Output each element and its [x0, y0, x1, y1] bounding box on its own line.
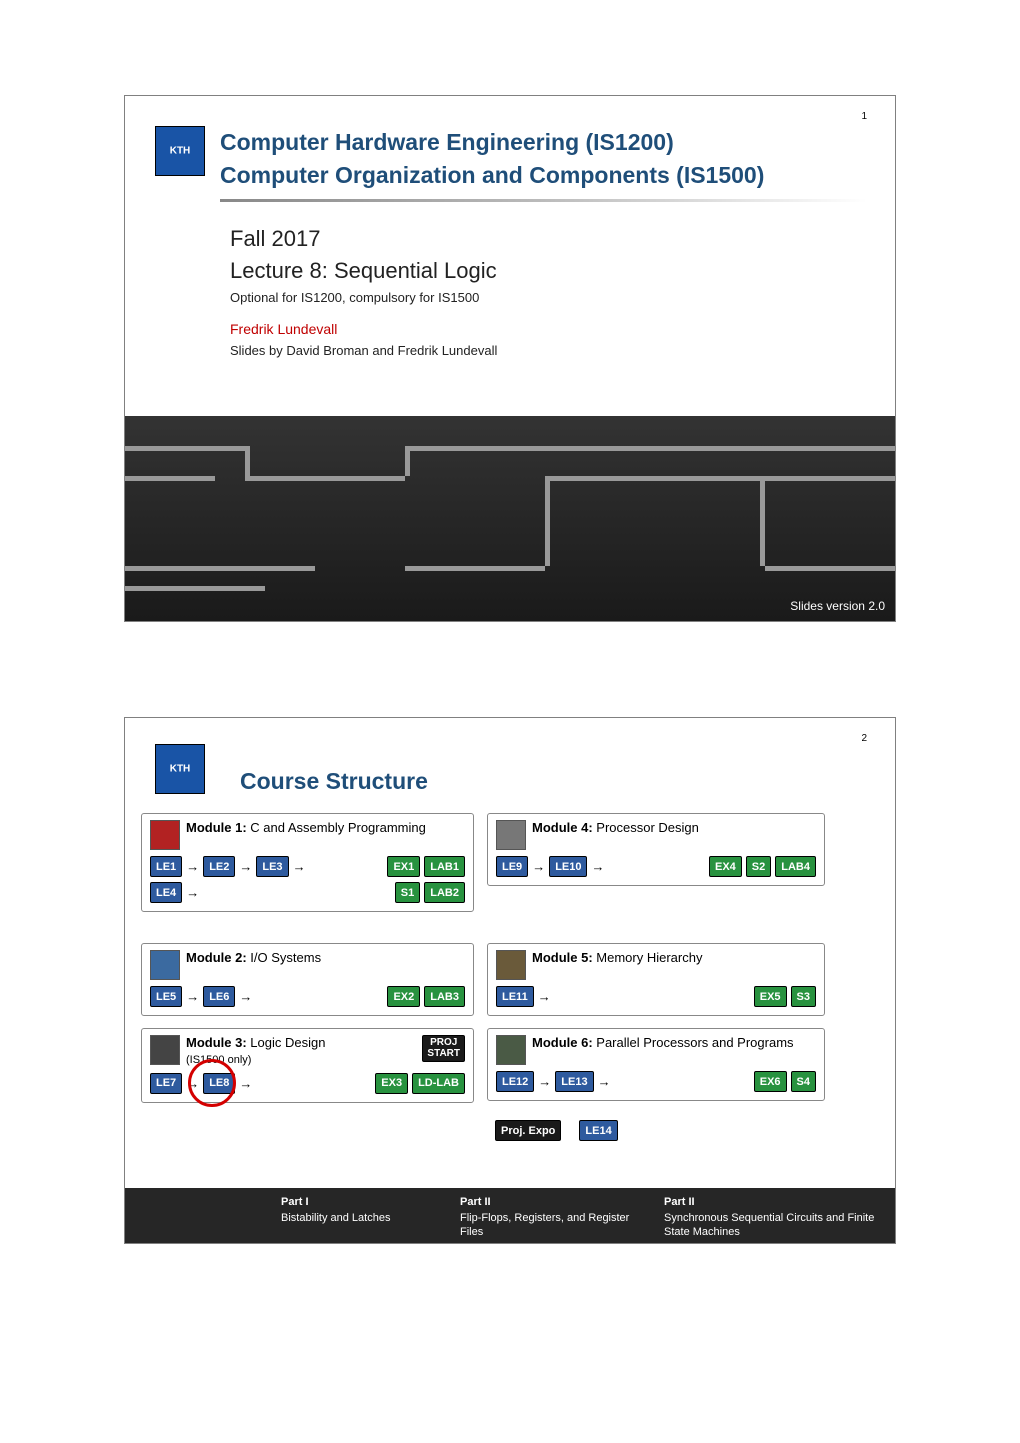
chip-graphic: Slides version 2.0	[125, 416, 895, 621]
module-2-label: Module 2: I/O Systems	[186, 950, 321, 966]
chip-s4: S4	[791, 1071, 816, 1092]
module-6-label: Module 6: Parallel Processors and Progra…	[532, 1035, 794, 1051]
arrow-icon: →	[186, 990, 199, 1003]
module-4-box: Module 4: Processor Design LE9 → LE10 → EX…	[487, 813, 825, 886]
chip-s1: S1	[395, 882, 420, 903]
footer-part-1: Part I Bistability and Latches	[269, 1188, 448, 1243]
chip-ex2: EX2	[387, 986, 420, 1007]
chip-s3: S3	[791, 986, 816, 1007]
module-4-icon	[496, 820, 526, 850]
module-1-label: Module 1: C and Assembly Programming	[186, 820, 426, 836]
module-3-label: Module 3: Logic Design (IS1500 only)	[186, 1035, 325, 1067]
arrow-icon: →	[538, 990, 551, 1003]
module-5-icon	[496, 950, 526, 980]
module-3-box: Module 3: Logic Design (IS1500 only) PRO…	[141, 1028, 474, 1103]
chip-le11: LE11	[496, 986, 534, 1007]
course-title-1: Computer Hardware Engineering (IS1200)	[220, 126, 867, 159]
kth-logo	[155, 744, 205, 794]
kth-logo	[155, 126, 205, 176]
arrow-icon: →	[532, 860, 545, 873]
arrow-icon: →	[239, 990, 252, 1003]
course-title-2: Computer Organization and Components (IS…	[220, 159, 867, 192]
author-name: Fredrik Lundevall	[230, 321, 497, 337]
module-6-box: Module 6: Parallel Processors and Progra…	[487, 1028, 825, 1101]
arrow-icon: →	[239, 860, 252, 873]
module-6-icon	[496, 1035, 526, 1065]
chip-le4: LE4	[150, 882, 182, 903]
arrow-icon: →	[598, 1075, 611, 1088]
arrow-icon: →	[538, 1075, 551, 1088]
chip-s2: S2	[746, 856, 771, 877]
chip-le7: LE7	[150, 1073, 182, 1094]
header-underline	[220, 199, 867, 202]
chip-lab4: LAB4	[775, 856, 816, 877]
chip-lab1: LAB1	[424, 856, 465, 877]
chip-lab2: LAB2	[424, 882, 465, 903]
arrow-icon: →	[186, 1077, 199, 1090]
page-number: 2	[861, 733, 867, 744]
chip-proj-start: PROJSTART	[422, 1035, 465, 1062]
chip-ex3: EX3	[375, 1073, 408, 1094]
chip-ex4: EX4	[709, 856, 742, 877]
module-2-icon	[150, 950, 180, 980]
module-4-label: Module 4: Processor Design	[532, 820, 699, 836]
chip-ex6: EX6	[754, 1071, 787, 1092]
module-5-label: Module 5: Memory Hierarchy	[532, 950, 702, 966]
module-5-box: Module 5: Memory Hierarchy LE11 → EX5 S3	[487, 943, 825, 1016]
arrow-icon: →	[186, 886, 199, 899]
module-3-icon	[150, 1035, 180, 1065]
module-1-box: Module 1: C and Assembly Programming LE1…	[141, 813, 474, 912]
chip-le1: LE1	[150, 856, 182, 877]
page-number: 1	[861, 111, 867, 122]
module-2-box: Module 2: I/O Systems LE5 → LE6 → EX2 LAB3	[141, 943, 474, 1016]
module-1-icon	[150, 820, 180, 850]
chip-ex1: EX1	[387, 856, 420, 877]
chip-le8: LE8	[203, 1073, 235, 1094]
slide1-header: Computer Hardware Engineering (IS1200) C…	[220, 126, 867, 202]
arrow-icon: →	[186, 860, 199, 873]
slide2-title: Course Structure	[240, 768, 428, 795]
slide-credits: Slides by David Broman and Fredrik Lunde…	[230, 343, 497, 358]
arrow-icon: →	[239, 1077, 252, 1090]
lecture-title: Lecture 8: Sequential Logic	[230, 258, 497, 284]
project-row: Proj. Expo LE14	[495, 1120, 618, 1141]
chip-le3: LE3	[256, 856, 288, 877]
footer-bar: Part I Bistability and Latches Part II F…	[125, 1188, 895, 1243]
term-label: Fall 2017	[230, 226, 497, 252]
chip-le5: LE5	[150, 986, 182, 1007]
chip-le6: LE6	[203, 986, 235, 1007]
arrow-icon: →	[591, 860, 604, 873]
chip-le2: LE2	[203, 856, 235, 877]
chip-le10: LE10	[549, 856, 587, 877]
chip-ldlab: LD-LAB	[412, 1073, 465, 1094]
chip-ex5: EX5	[754, 986, 787, 1007]
chip-le9: LE9	[496, 856, 528, 877]
chip-le14: LE14	[579, 1120, 617, 1141]
lecture-note: Optional for IS1200, compulsory for IS15…	[230, 290, 497, 305]
version-label: Slides version 2.0	[790, 599, 885, 613]
slide-1: 1 Computer Hardware Engineering (IS1200)…	[124, 95, 896, 622]
chip-le13: LE13	[555, 1071, 593, 1092]
chip-le12: LE12	[496, 1071, 534, 1092]
chip-lab3: LAB3	[424, 986, 465, 1007]
slide-2: 2 Course Structure Module 1: C and Assem…	[124, 717, 896, 1244]
footer-part-2: Part II Flip-Flops, Registers, and Regis…	[448, 1188, 652, 1243]
chip-proj-expo: Proj. Expo	[495, 1120, 561, 1141]
arrow-icon: →	[293, 860, 306, 873]
slide1-subheader: Fall 2017 Lecture 8: Sequential Logic Op…	[230, 226, 497, 358]
footer-part-3: Part II Synchronous Sequential Circuits …	[652, 1188, 895, 1243]
